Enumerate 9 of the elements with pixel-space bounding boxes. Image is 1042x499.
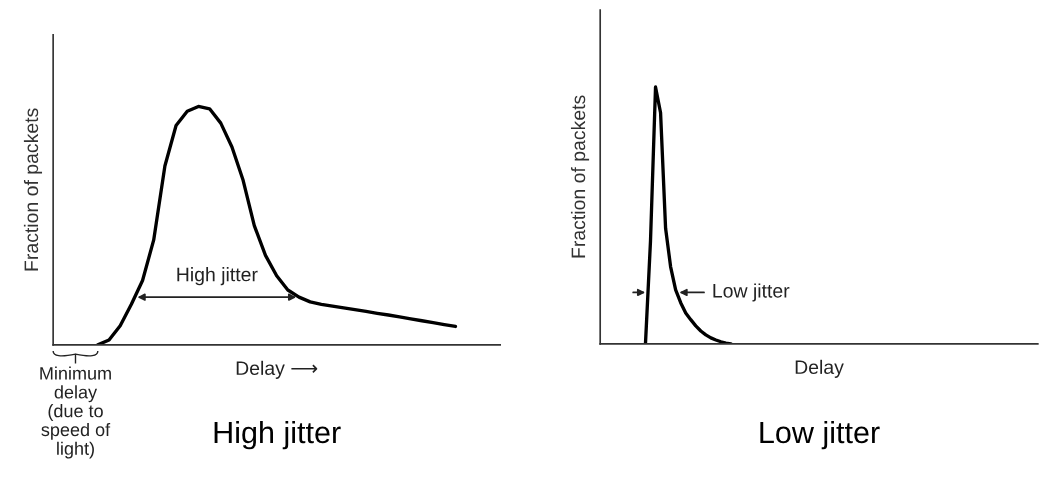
y-axis-title: Fraction of packets: [570, 95, 590, 258]
text: Minimum delay (due to speed of light): [40, 366, 111, 459]
text: Low jitter: [760, 420, 880, 450]
annotation: Low jitter: [713, 283, 790, 302]
x-axis-title: Delay: [795, 359, 844, 378]
x-axis-title: Delay ⟶: [236, 360, 318, 379]
text: High jitter: [214, 420, 341, 450]
annotation: High jitter: [177, 267, 258, 286]
y-axis-title: Fraction of packets: [23, 108, 43, 271]
